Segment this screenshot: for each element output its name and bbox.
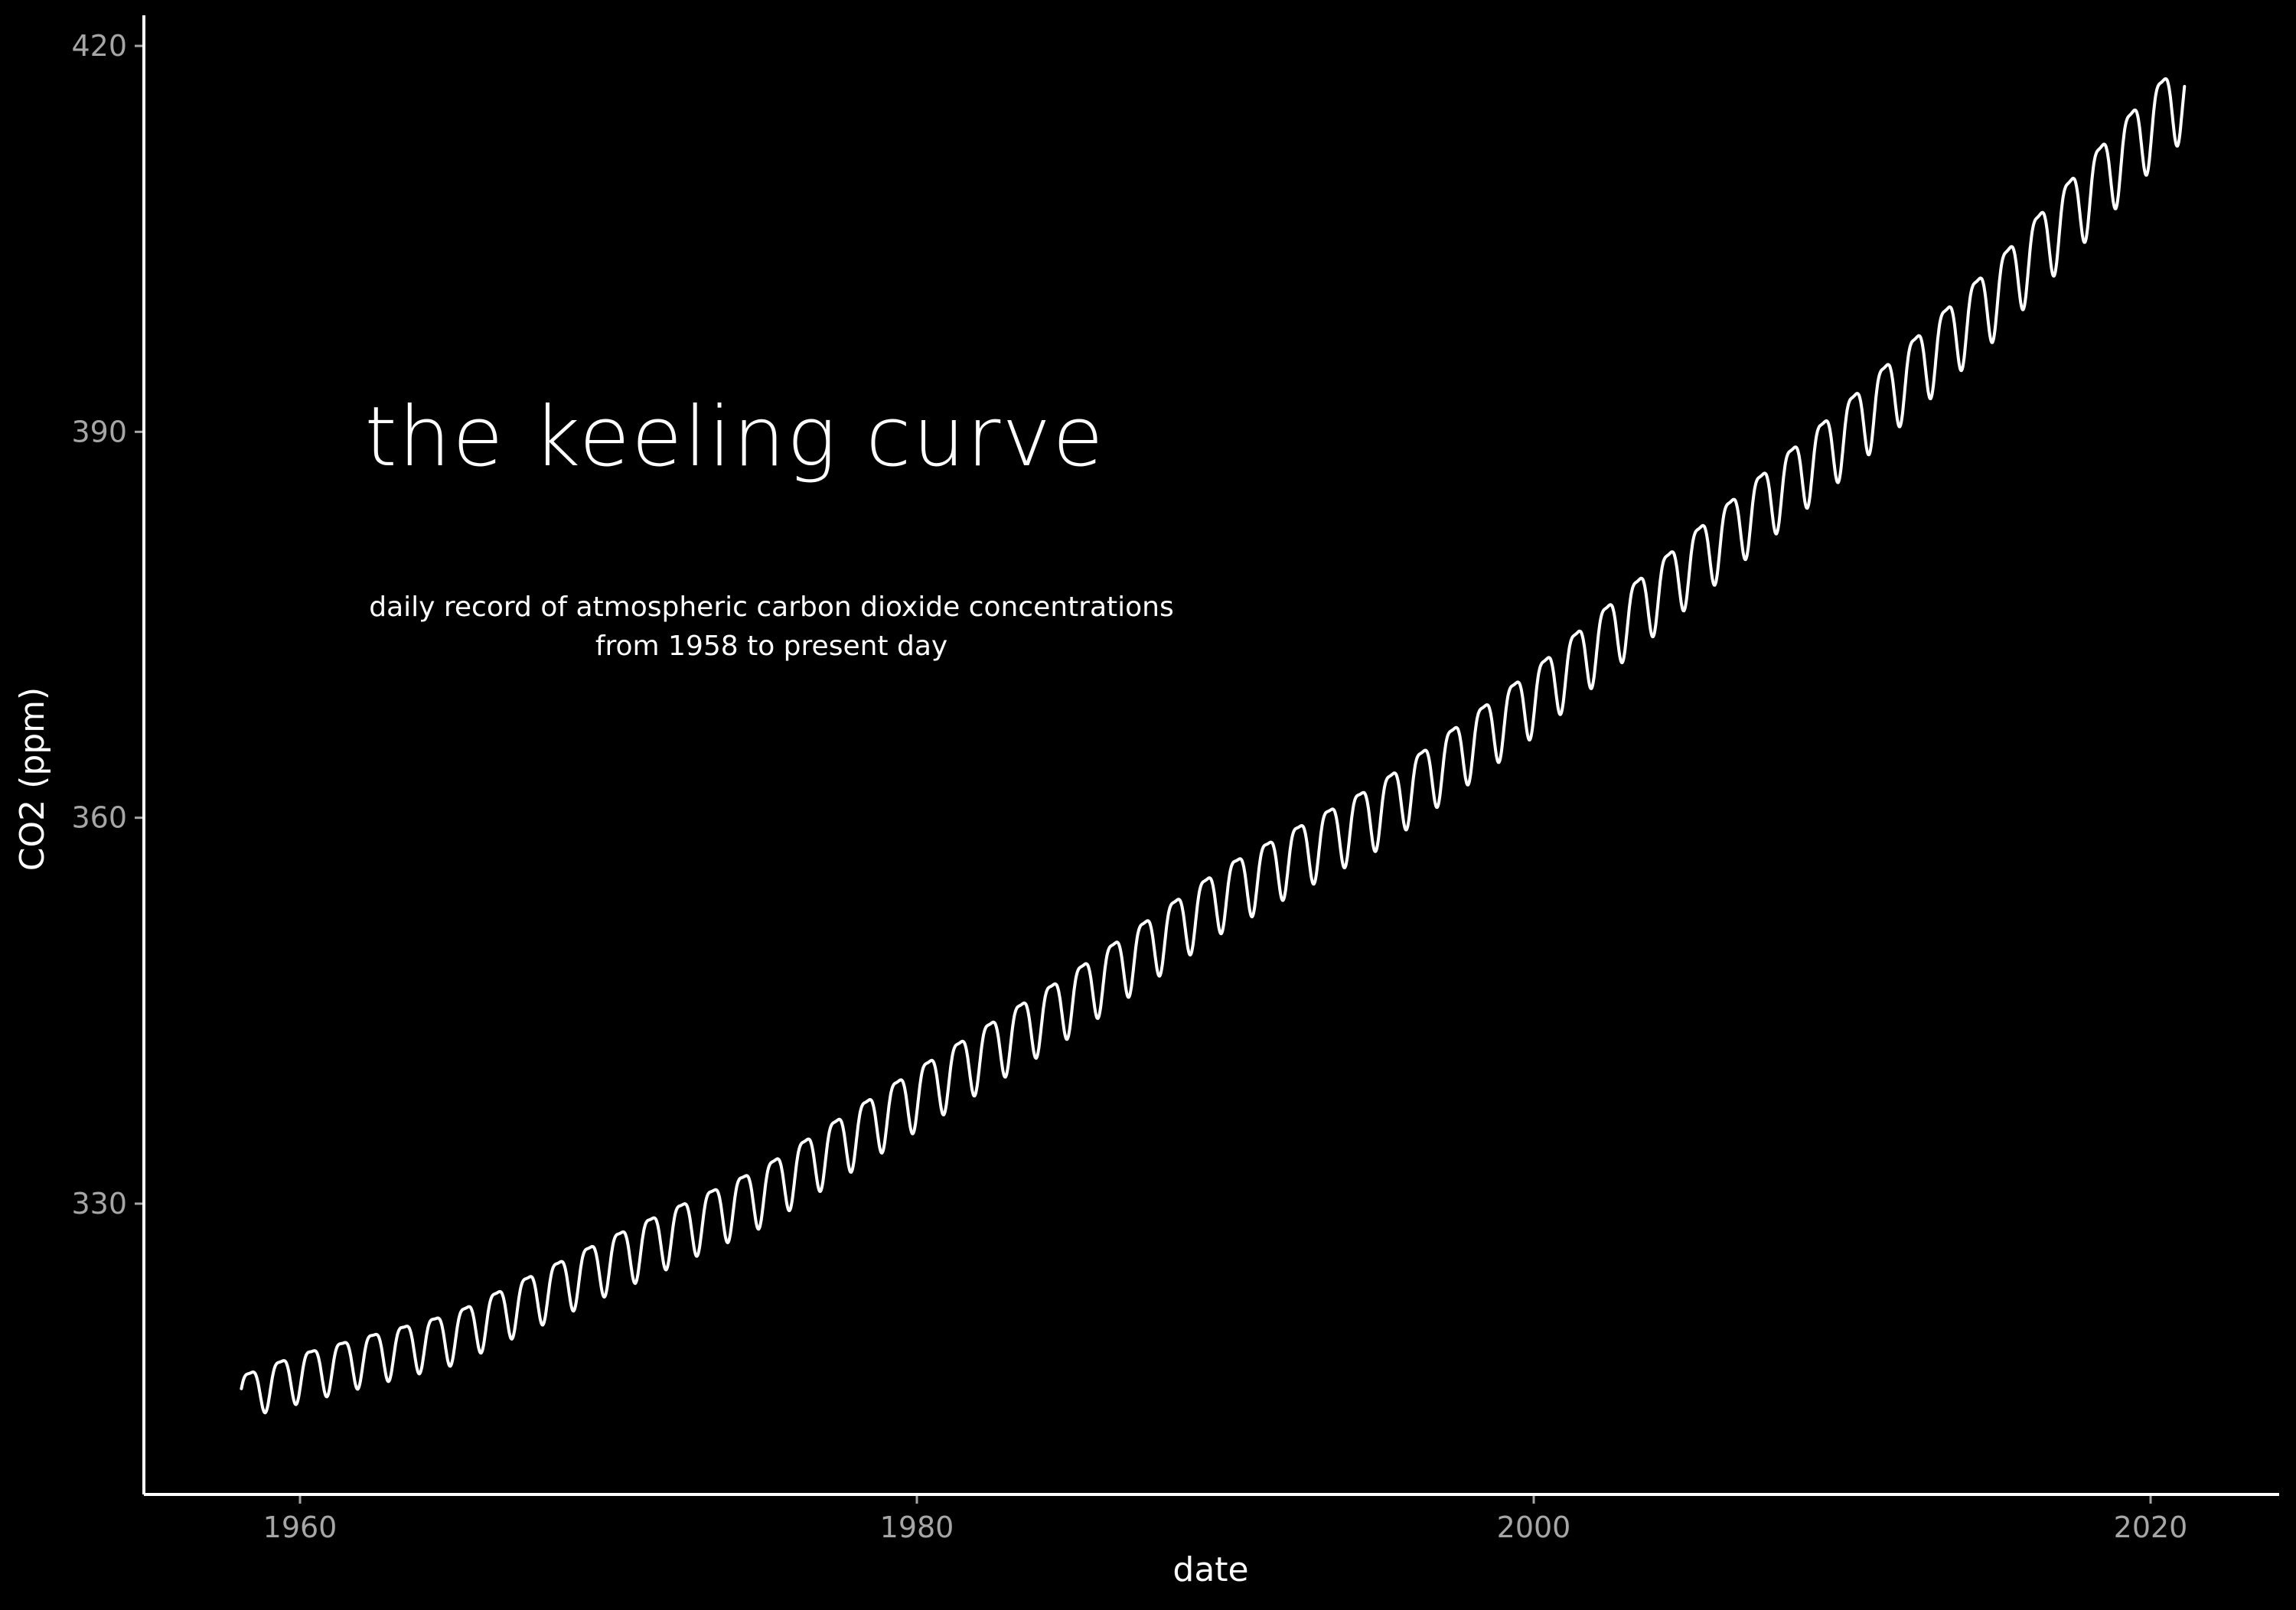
y-tick-label: 330	[71, 1187, 127, 1221]
chart-subtitle-line-2: from 1958 to present day	[595, 631, 947, 662]
x-tick-label: 1980	[880, 1511, 954, 1544]
y-axis-ticks: 330 360 390 420	[71, 29, 144, 1221]
co2-series-line	[240, 77, 2187, 1415]
x-axis-title: date	[1172, 1550, 1248, 1589]
x-tick-label: 1960	[263, 1511, 338, 1544]
y-tick-label: 360	[71, 801, 127, 835]
x-axis-ticks: 1960 1980 2000 2020	[263, 1494, 2188, 1544]
y-tick-label: 390	[71, 415, 127, 448]
chart-title: the keeling curve	[364, 389, 1104, 485]
x-tick-label: 2000	[1497, 1511, 1571, 1544]
y-tick-label: 420	[71, 29, 127, 63]
y-axis-title: CO2 (ppm)	[13, 687, 52, 871]
x-tick-label: 2020	[2114, 1511, 2188, 1544]
chart-subtitle-line-1: daily record of atmospheric carbon dioxi…	[369, 592, 1174, 623]
